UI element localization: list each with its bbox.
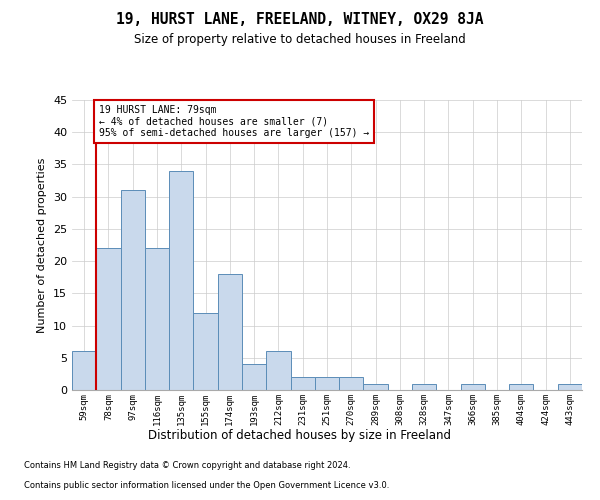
Bar [509,384,533,390]
Bar [96,248,121,390]
Bar [169,171,193,390]
Bar [290,377,315,390]
Bar [412,384,436,390]
Text: 19 HURST LANE: 79sqm
← 4% of detached houses are smaller (7)
95% of semi-detache: 19 HURST LANE: 79sqm ← 4% of detached ho… [99,105,370,138]
Bar [315,377,339,390]
Text: 19, HURST LANE, FREELAND, WITNEY, OX29 8JA: 19, HURST LANE, FREELAND, WITNEY, OX29 8… [116,12,484,28]
Bar [461,384,485,390]
Bar [193,312,218,390]
Bar [364,384,388,390]
Text: Contains public sector information licensed under the Open Government Licence v3: Contains public sector information licen… [24,481,389,490]
Bar [266,352,290,390]
Text: Distribution of detached houses by size in Freeland: Distribution of detached houses by size … [149,428,452,442]
Bar [242,364,266,390]
Text: Size of property relative to detached houses in Freeland: Size of property relative to detached ho… [134,32,466,46]
Bar [558,384,582,390]
Bar [339,377,364,390]
Text: Contains HM Land Registry data © Crown copyright and database right 2024.: Contains HM Land Registry data © Crown c… [24,461,350,470]
Y-axis label: Number of detached properties: Number of detached properties [37,158,47,332]
Bar [218,274,242,390]
Bar [145,248,169,390]
Bar [121,190,145,390]
Bar [72,352,96,390]
